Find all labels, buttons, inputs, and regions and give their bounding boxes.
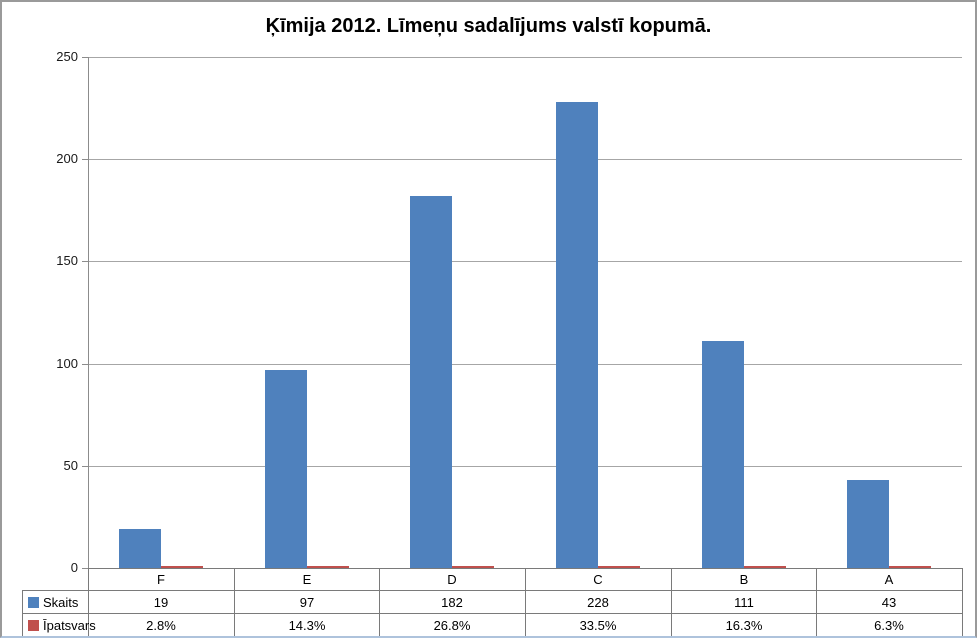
- gridline-200: [88, 159, 962, 160]
- y-axis-line: [88, 57, 89, 568]
- category-label-d: D: [447, 572, 457, 587]
- category-label-a: A: [884, 572, 894, 587]
- chart-title: Ķīmija 2012. Līmeņu sadalījums valstī ko…: [265, 15, 712, 37]
- ipatsvars-value-a: 6.3%: [874, 617, 904, 633]
- ipatsvars-value-f: 2.8%: [146, 617, 176, 633]
- skaits-value-f: 19: [153, 594, 169, 610]
- ipatsvars-value-c: 33.5%: [579, 617, 617, 633]
- category-label-f: F: [157, 572, 165, 587]
- y-tick-label-250: 250: [56, 49, 78, 64]
- y-axis-tick: [82, 57, 88, 58]
- table-border-vertical: [671, 568, 672, 636]
- table-border-vertical: [379, 568, 380, 636]
- table-border-horizontal: [22, 636, 962, 637]
- table-border-vertical: [234, 568, 235, 636]
- skaits-legend-swatch-icon: [28, 596, 39, 608]
- bar-īpatsvars-a: [889, 566, 931, 568]
- y-axis-tick: [82, 159, 88, 160]
- y-tick-label-0: 0: [70, 560, 78, 575]
- y-axis-tick: [82, 466, 88, 467]
- skaits-value-e: 97: [299, 594, 315, 610]
- table-border-vertical: [525, 568, 526, 636]
- bar-skaits-b: [702, 341, 744, 568]
- bar-īpatsvars-d: [452, 566, 494, 568]
- bar-skaits-a: [847, 480, 889, 568]
- gridline-250: [88, 57, 962, 58]
- bar-skaits-f: [119, 529, 161, 568]
- y-tick-label-150: 150: [56, 253, 78, 268]
- table-border-vertical: [816, 568, 817, 636]
- bar-īpatsvars-c: [598, 566, 640, 568]
- ipatsvars-value-b: 16.3%: [725, 617, 763, 633]
- bar-skaits-e: [265, 370, 307, 568]
- skaits-value-b: 111: [734, 594, 754, 610]
- legend-label: Īpatsvars: [43, 617, 96, 633]
- skaits-value-d: 182: [441, 594, 463, 610]
- īpatsvars-legend-swatch-icon: [28, 619, 39, 631]
- category-label-e: E: [302, 572, 312, 587]
- table-border-horizontal: [22, 590, 962, 591]
- gridline-100: [88, 364, 962, 365]
- gridline-150: [88, 261, 962, 262]
- y-axis-tick: [82, 261, 88, 262]
- bar-īpatsvars-f: [161, 566, 203, 568]
- table-border-vertical: [962, 568, 963, 636]
- ipatsvars-value-d: 26.8%: [433, 617, 471, 633]
- bar-skaits-d: [410, 196, 452, 568]
- skaits-value-a: 43: [881, 594, 897, 610]
- y-tick-label-200: 200: [56, 151, 78, 166]
- legend-label: Skaits: [43, 594, 79, 610]
- legend-īpatsvars: Īpatsvars: [23, 614, 96, 636]
- table-border-horizontal: [22, 613, 962, 614]
- y-tick-label-50: 50: [63, 458, 78, 473]
- y-axis-tick: [82, 568, 88, 569]
- gridline-50: [88, 466, 962, 467]
- y-axis-tick: [82, 364, 88, 365]
- table-border-horizontal: [88, 568, 962, 569]
- bar-īpatsvars-e: [307, 566, 349, 568]
- ipatsvars-value-e: 14.3%: [288, 617, 326, 633]
- legend-skaits: Skaits: [23, 591, 88, 613]
- bar-īpatsvars-b: [744, 566, 786, 568]
- category-label-c: C: [593, 572, 603, 587]
- table-border-vertical: [88, 568, 89, 636]
- bar-skaits-c: [556, 102, 598, 568]
- skaits-value-c: 228: [587, 594, 609, 610]
- category-label-b: B: [739, 572, 749, 587]
- y-tick-label-100: 100: [56, 356, 78, 371]
